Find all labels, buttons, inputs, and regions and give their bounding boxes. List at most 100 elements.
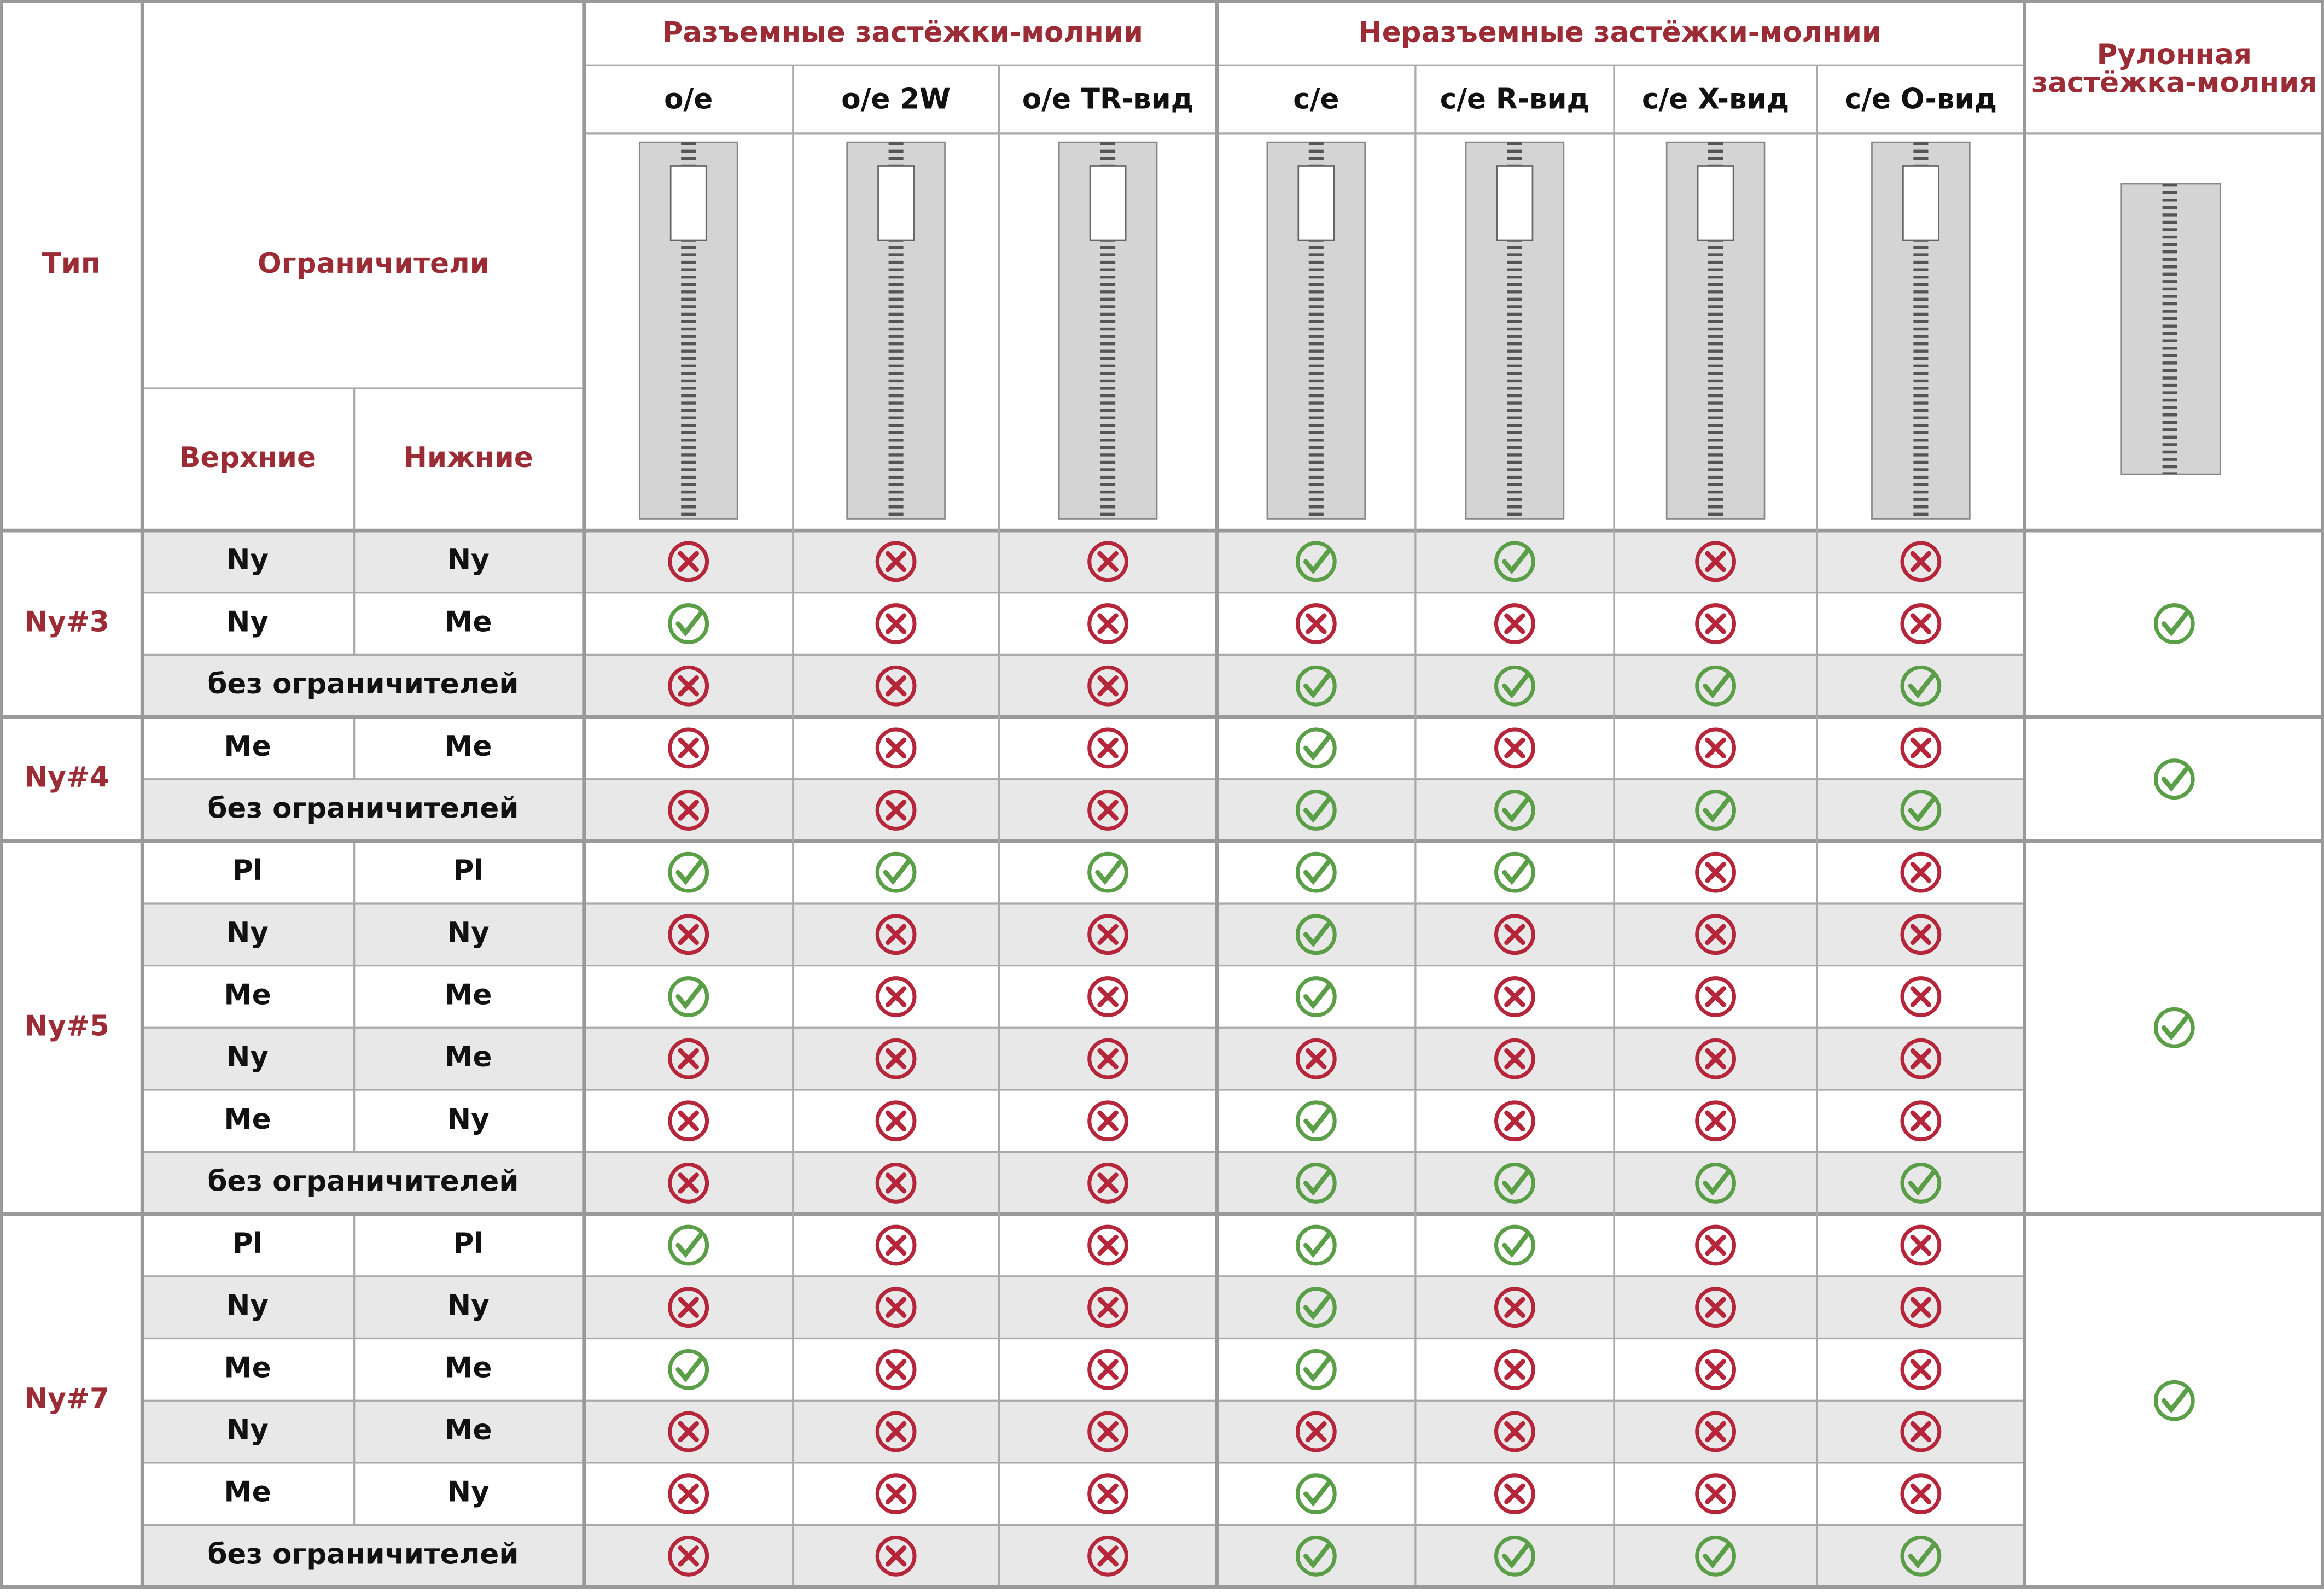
icon-cross xyxy=(1504,1110,1525,1132)
icon-ring xyxy=(1900,1224,1942,1266)
icon-ring xyxy=(1900,914,1942,955)
icon-ring xyxy=(1295,1535,1337,1577)
cross-icon xyxy=(1087,976,1128,1017)
cross-icon xyxy=(1494,914,1535,955)
icon-cross xyxy=(1910,861,1932,883)
icon-ring xyxy=(875,1287,917,1328)
icon-ring xyxy=(668,790,709,831)
cross-icon xyxy=(1087,541,1128,582)
type-label: Ny#4 xyxy=(24,761,109,794)
type-label: Ny#3 xyxy=(24,606,109,639)
icon-ring xyxy=(1087,1411,1128,1452)
zipper-slider xyxy=(1089,165,1127,241)
check-icon xyxy=(1695,1163,1736,1204)
icon-ring xyxy=(2153,1380,2195,1421)
column-header: c/e X-вид xyxy=(1642,83,1789,115)
icon-cross xyxy=(1097,1234,1119,1256)
icon-ring xyxy=(1295,1411,1337,1452)
icon-ring xyxy=(1087,1163,1128,1204)
icon-check xyxy=(1703,1169,1732,1196)
icon-ring xyxy=(875,603,917,644)
cross-icon xyxy=(668,1163,709,1204)
icon-cross xyxy=(1504,1483,1525,1504)
no-limiter-label: без ограничителей xyxy=(207,1538,519,1571)
cross-icon xyxy=(1695,1411,1736,1452)
group-header: Неразъемные застёжки-молнии xyxy=(1359,16,1882,49)
check-icon xyxy=(1900,665,1942,707)
icon-check xyxy=(675,982,704,1010)
top-header: Верхние xyxy=(179,441,316,474)
icon-cross xyxy=(885,551,907,573)
icon-ring xyxy=(1900,603,1942,644)
icon-cross xyxy=(1097,924,1119,946)
cross-icon xyxy=(668,1411,709,1452)
icon-check xyxy=(1303,858,1332,885)
zipper-slider xyxy=(877,165,915,241)
cross-icon xyxy=(1087,665,1128,707)
icon-cross xyxy=(885,1545,907,1567)
cross-icon xyxy=(875,1163,917,1204)
bottom-limiter: Me xyxy=(445,730,492,763)
icon-cross xyxy=(1306,1421,1327,1443)
check-icon xyxy=(668,976,709,1017)
check-icon xyxy=(1295,1535,1337,1577)
no-limiter-label: без ограничителей xyxy=(207,668,519,701)
icon-ring xyxy=(1900,541,1942,582)
cross-icon xyxy=(875,914,917,955)
icon-ring xyxy=(668,1411,709,1452)
cross-icon xyxy=(668,1038,709,1079)
icon-ring xyxy=(1494,1411,1535,1452)
check-icon xyxy=(1295,1287,1337,1328)
icon-ring xyxy=(1087,1038,1128,1079)
icon-cross xyxy=(1705,613,1726,634)
icon-check xyxy=(2161,609,2190,637)
icon-ring xyxy=(1695,603,1736,644)
icon-check xyxy=(1502,672,1531,699)
bottom-limiter: Me xyxy=(445,978,492,1011)
top-limiter: Ny xyxy=(226,1289,269,1322)
icon-ring xyxy=(1695,1287,1736,1328)
check-icon xyxy=(1295,1473,1337,1515)
cross-icon xyxy=(668,1100,709,1142)
cross-icon xyxy=(1494,976,1535,1017)
cross-icon xyxy=(1087,1349,1128,1390)
icon-ring xyxy=(2153,758,2195,800)
icon-cross xyxy=(885,924,907,946)
icon-ring xyxy=(668,1535,709,1577)
icon-ring xyxy=(1900,1287,1942,1328)
cross-icon xyxy=(1900,1473,1942,1515)
cross-icon xyxy=(1900,727,1942,769)
cross-icon xyxy=(1695,1473,1736,1515)
no-limiter-label: без ограничителей xyxy=(207,792,519,825)
icon-cross xyxy=(885,737,907,759)
cross-icon xyxy=(1900,1411,1942,1452)
no-limiter-label: без ограничителей xyxy=(207,1165,519,1198)
icon-ring xyxy=(668,914,709,955)
icon-check xyxy=(2161,1013,2190,1041)
type-header: Тип xyxy=(42,247,101,280)
icon-ring xyxy=(668,541,709,582)
check-icon xyxy=(1087,851,1128,893)
column-header: o/e TR-вид xyxy=(1022,83,1193,115)
bottom-limiter: Me xyxy=(445,1041,492,1073)
icon-cross xyxy=(1910,1048,1932,1070)
cross-icon xyxy=(1494,1038,1535,1079)
cross-icon xyxy=(1087,790,1128,831)
top-limiter: Pl xyxy=(232,854,263,887)
roll-header: застёжка-молния xyxy=(2031,66,2317,99)
icon-cross xyxy=(1910,986,1932,1007)
type-label: Ny#5 xyxy=(24,1010,109,1042)
icon-ring xyxy=(875,727,917,769)
cross-icon xyxy=(875,1038,917,1079)
cross-icon xyxy=(875,790,917,831)
check-icon xyxy=(1900,790,1942,831)
row-shade xyxy=(142,655,2025,717)
icon-cross xyxy=(1097,1483,1119,1504)
icon-ring xyxy=(668,976,709,1017)
row-shade xyxy=(142,1401,2025,1463)
icon-ring xyxy=(1087,1100,1128,1142)
icon-ring xyxy=(1087,541,1128,582)
check-icon xyxy=(1695,1535,1736,1577)
cross-icon xyxy=(1087,1224,1128,1266)
check-icon xyxy=(1295,1349,1337,1390)
